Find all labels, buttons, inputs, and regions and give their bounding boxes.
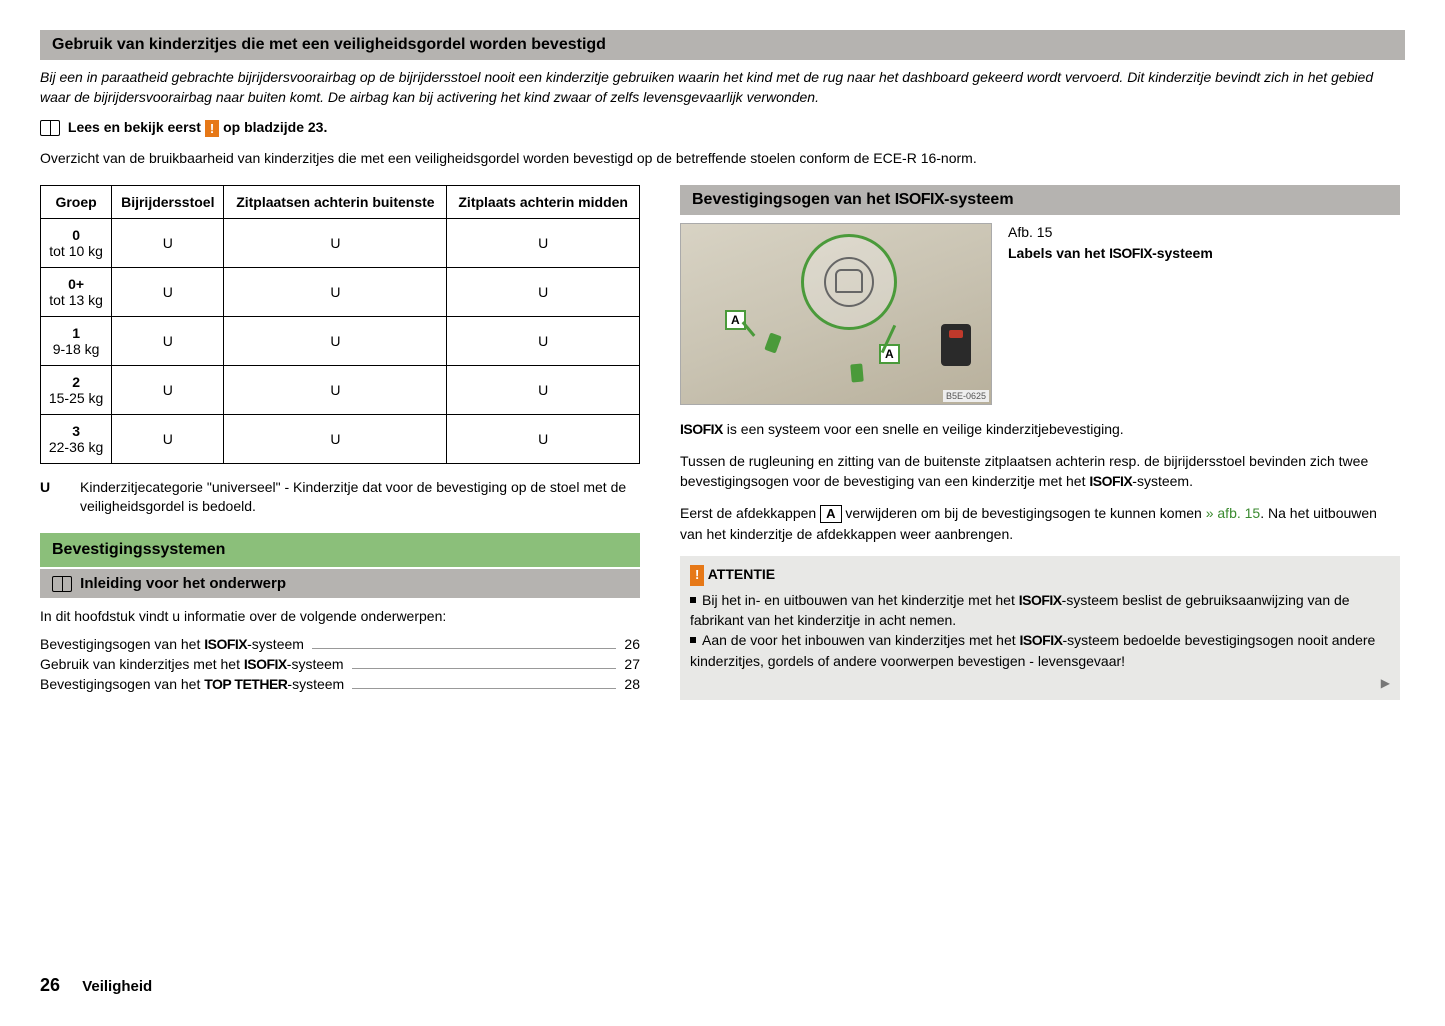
bullet-icon — [690, 597, 696, 603]
chapter-intro-text: In dit hoofdstuk vindt u informatie over… — [40, 608, 640, 624]
toc-label: Bevestigingsogen van het ISOFIX-systeem — [40, 636, 304, 652]
toc-label: Gebruik van kinderzitjes met het ISOFIX-… — [40, 656, 344, 672]
body-para-3: Eerst de afdekkappen A verwijderen om bi… — [680, 503, 1400, 544]
p3-a: Eerst de afdekkappen — [680, 505, 820, 521]
page-number: 26 — [40, 975, 60, 995]
toc-leader-dots — [312, 648, 616, 649]
right-section-header: Bevestigingsogen van het ISOFIX-systeem — [680, 185, 1400, 215]
isofix-label: ISOFIX — [680, 421, 723, 437]
table-row: 215-25 kgUUU — [41, 365, 640, 414]
attention-item: Bij het in- en uitbouwen van het kinderz… — [690, 590, 1390, 631]
toc-page-number: 28 — [624, 676, 640, 692]
table-row: 19-18 kgUUU — [41, 316, 640, 365]
table-cell: 322-36 kg — [41, 414, 112, 463]
warning-icon: ! — [205, 120, 219, 137]
anchor-label-a: A — [725, 310, 746, 330]
anchor-point-icon — [850, 363, 864, 382]
table-cell: U — [224, 267, 447, 316]
anchor-point-icon — [764, 332, 781, 353]
attention-title: ATTENTIE — [708, 566, 775, 582]
legend-row: U Kinderzitjecategorie "universeel" - Ki… — [40, 478, 640, 517]
toc-page-number: 26 — [624, 636, 640, 652]
right-header-post: -systeem — [944, 191, 1013, 208]
footer-section-name: Veiligheid — [82, 978, 152, 995]
table-cell: 19-18 kg — [41, 316, 112, 365]
continuation-arrow-icon: ▶ — [1381, 675, 1390, 692]
figure-title: Labels van het ISOFIX-systeem — [1008, 245, 1213, 261]
inline-label-a: A — [820, 505, 841, 523]
p3-b: verwijderen om bij de bevestigingsogen t… — [842, 505, 1206, 521]
child-seat-isofix-icon — [824, 257, 874, 307]
subheader-text: Inleiding voor het onderwerp — [80, 575, 286, 592]
table-cell: 0tot 10 kg — [41, 218, 112, 267]
body-para-1: ISOFIX is een systeem voor een snelle en… — [680, 419, 1400, 439]
read-first-post: op bladzijde 23. — [223, 119, 327, 135]
bullet-icon — [690, 637, 696, 643]
table-cell: U — [447, 316, 640, 365]
section-header: Gebruik van kinderzitjes die met een vei… — [40, 30, 1405, 60]
table-cell: U — [447, 267, 640, 316]
page-footer: 26 Veiligheid — [40, 975, 152, 996]
toc-row[interactable]: Bevestigingsogen van het ISOFIX-systeem 2… — [40, 636, 640, 652]
figure-number: Afb. 15 — [1008, 223, 1213, 243]
toc-row[interactable]: Bevestigingsogen van het TOP TETHER-syst… — [40, 676, 640, 692]
figure-caption: Afb. 15 Labels van het ISOFIX-systeem — [1008, 223, 1213, 405]
toc-leader-dots — [352, 688, 616, 689]
table-cell: U — [224, 365, 447, 414]
table-cell: U — [447, 218, 640, 267]
intro-paragraph: Bij een in paraatheid gebrachte bijrijde… — [40, 68, 1405, 107]
read-first-line: Lees en bekijk eerst ! op bladzijde 23. — [40, 119, 1405, 137]
toc-row[interactable]: Gebruik van kinderzitjes met het ISOFIX-… — [40, 656, 640, 672]
open-book-icon — [52, 576, 72, 592]
attention-block: ! ATTENTIE Bij het in- en uitbouwen van … — [680, 556, 1400, 700]
th-bijrijder: Bijrijdersstoel — [112, 185, 224, 218]
table-cell: U — [447, 414, 640, 463]
read-first-pre: Lees en bekijk eerst — [68, 119, 201, 135]
grey-subheader: Inleiding voor het onderwerp — [40, 569, 640, 598]
toc-list: Bevestigingsogen van het ISOFIX-systeem 2… — [40, 636, 640, 692]
table-row: 322-36 kgUUU — [41, 414, 640, 463]
table-cell: U — [447, 365, 640, 414]
table-cell: U — [112, 218, 224, 267]
attention-title-row: ! ATTENTIE — [690, 564, 1390, 586]
figure-crossref-link[interactable]: » afb. 15 — [1206, 505, 1261, 521]
table-cell: U — [112, 267, 224, 316]
body-para-1-text: is een systeem voor een snelle en veilig… — [723, 421, 1124, 437]
callout-bubble — [801, 234, 897, 330]
isofix-figure-image: A A B5E-0625 — [680, 223, 992, 405]
table-cell: U — [112, 414, 224, 463]
toc-label: Bevestigingsogen van het TOP TETHER-syst… — [40, 676, 344, 692]
th-midden: Zitplaats achterin midden — [447, 185, 640, 218]
table-cell: U — [224, 316, 447, 365]
table-cell: 215-25 kg — [41, 365, 112, 414]
warning-icon: ! — [690, 565, 704, 586]
table-cell: U — [224, 218, 447, 267]
image-code: B5E-0625 — [943, 390, 989, 402]
overview-paragraph: Overzicht van de bruikbaarheid van kinde… — [40, 149, 1405, 169]
table-cell: U — [112, 316, 224, 365]
legend-text: Kinderzitjecategorie "universeel" - Kind… — [80, 478, 640, 517]
right-header-pre: Bevestigingsogen van het — [692, 191, 895, 208]
green-section-header: Bevestigingssystemen — [40, 533, 640, 567]
seatbelt-buckle-icon — [941, 324, 971, 366]
th-groep: Groep — [41, 185, 112, 218]
legend-key: U — [40, 478, 60, 517]
th-buitenste: Zitplaatsen achterin buitenste — [224, 185, 447, 218]
toc-leader-dots — [352, 668, 617, 669]
table-cell: U — [224, 414, 447, 463]
table-row: 0+tot 13 kgUUU — [41, 267, 640, 316]
childseat-table: Groep Bijrijdersstoel Zitplaatsen achter… — [40, 185, 640, 464]
body-para-2: Tussen de rugleuning en zitting van de b… — [680, 451, 1400, 492]
table-row: 0tot 10 kgUUU — [41, 218, 640, 267]
toc-page-number: 27 — [624, 656, 640, 672]
table-cell: U — [112, 365, 224, 414]
table-cell: 0+tot 13 kg — [41, 267, 112, 316]
attention-item: Aan de voor het inbouwen van kinderzitje… — [690, 630, 1390, 671]
table-header-row: Groep Bijrijdersstoel Zitplaatsen achter… — [41, 185, 640, 218]
isofix-label: ISOFIX — [895, 191, 944, 208]
open-book-icon — [40, 120, 60, 136]
